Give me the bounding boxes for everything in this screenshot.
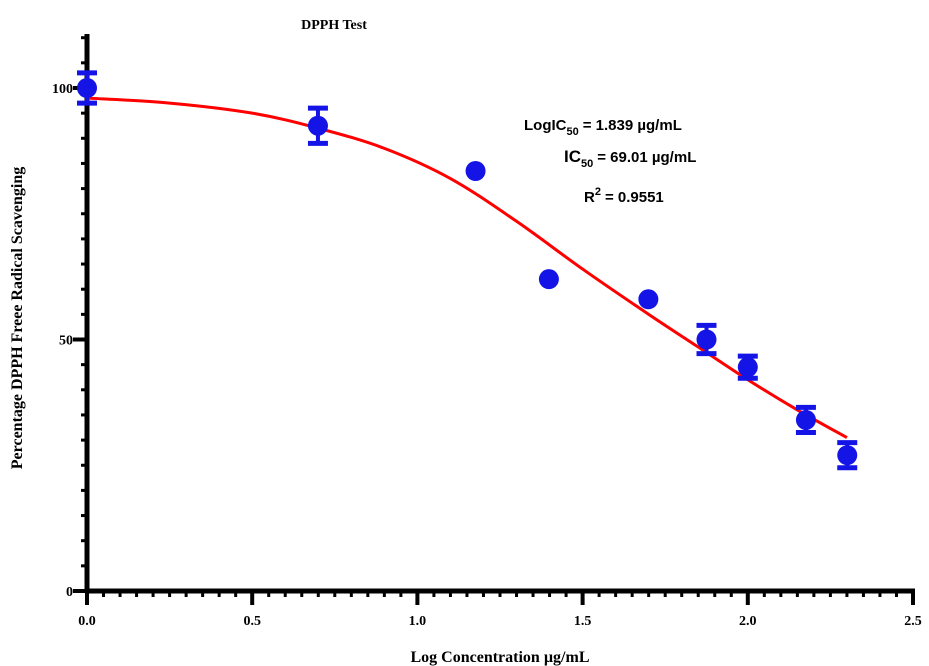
- data-point: [795, 409, 816, 430]
- r2-label: R: [584, 189, 595, 206]
- r2-superscript: 2: [595, 186, 601, 198]
- annotation-r2: R2 = 0.9551: [584, 186, 664, 206]
- annotation-ic50: IC50 = 69.01 µg/mL: [564, 147, 696, 170]
- data-point: [837, 445, 858, 466]
- x-tick-label: 2.0: [739, 614, 757, 629]
- svg-text:LogIC50= 1.839 µg/mL: LogIC50 = 1.839 µg/mL: [524, 117, 682, 138]
- x-tick-label: 0.0: [78, 614, 96, 629]
- data-point: [737, 357, 758, 378]
- chart-title: DPPH Test: [301, 18, 367, 33]
- ic50-label: IC: [564, 147, 581, 166]
- annotation-logic50: LogIC50 = 1.839 µg/mL: [524, 117, 682, 138]
- x-tick-label: 1.5: [574, 614, 592, 629]
- y-tick-label: 100: [52, 82, 73, 97]
- x-tick-label: 2.5: [904, 614, 922, 629]
- y-tick-label: 0: [66, 585, 73, 600]
- data-point: [307, 115, 328, 136]
- axes: 0 50 100 0.0 0.5 1.0 1.5 2.0 2.5: [52, 34, 922, 629]
- logic50-subscript: 50: [567, 126, 579, 138]
- x-tick-label: 1.0: [409, 614, 427, 629]
- x-tick-label: 0.5: [243, 614, 261, 629]
- y-tick-label: 50: [59, 334, 73, 349]
- fit-curve-layer: [86, 96, 848, 439]
- svg-text:R2= 0.9551: R2 = 0.9551: [584, 186, 664, 206]
- ic50-subscript: 50: [581, 158, 593, 170]
- logic50-label: LogIC: [524, 117, 567, 134]
- points-layer: [77, 70, 858, 471]
- data-point: [538, 269, 559, 290]
- ic50-value: = 69.01 µg/mL: [597, 149, 696, 166]
- svg-text:IC50= 69.01 µg/mL: IC50 = 69.01 µg/mL: [564, 147, 696, 170]
- fit-curve: [86, 96, 848, 439]
- data-point: [77, 78, 97, 98]
- r2-value: = 0.9551: [605, 189, 664, 206]
- y-axis-label: Percentage DPPH Freee Radical Scavenging: [9, 167, 26, 469]
- data-point: [638, 289, 659, 310]
- x-axis-label: Log Concentration µg/mL: [411, 649, 590, 666]
- logic50-value: = 1.839 µg/mL: [583, 117, 682, 134]
- data-point: [465, 160, 486, 181]
- data-point: [696, 329, 717, 350]
